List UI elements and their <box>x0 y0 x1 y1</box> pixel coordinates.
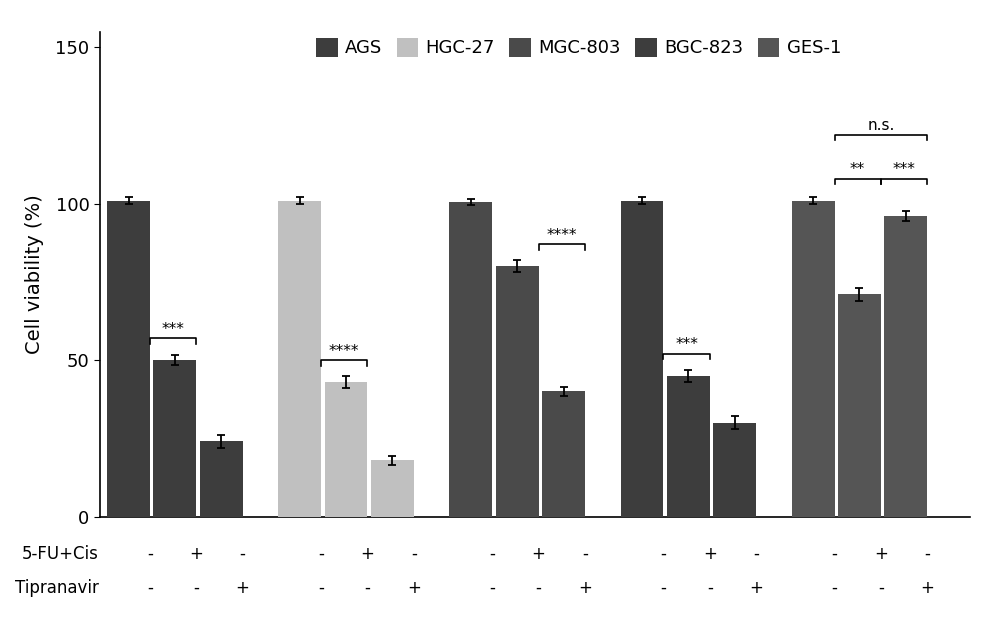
Text: -: - <box>364 579 370 597</box>
Text: +: + <box>236 579 250 597</box>
Bar <box>325 382 367 517</box>
Text: -: - <box>411 545 417 563</box>
Text: **: ** <box>850 162 865 177</box>
Text: ***: *** <box>893 162 915 177</box>
Text: -: - <box>878 579 884 597</box>
Y-axis label: Cell viability (%): Cell viability (%) <box>25 194 44 354</box>
Text: -: - <box>489 545 495 563</box>
Text: -: - <box>660 545 666 563</box>
Bar <box>278 200 321 517</box>
Bar <box>449 202 492 517</box>
Text: ****: **** <box>546 228 577 243</box>
Text: +: + <box>189 545 203 563</box>
Text: Tipranavir: Tipranavir <box>15 579 99 597</box>
Text: -: - <box>147 545 153 563</box>
Bar <box>621 200 663 517</box>
Text: -: - <box>318 545 324 563</box>
Text: -: - <box>660 579 666 597</box>
Text: +: + <box>703 545 717 563</box>
Bar <box>792 200 835 517</box>
Text: -: - <box>707 579 713 597</box>
Bar <box>884 216 927 517</box>
Text: -: - <box>832 579 837 597</box>
Text: +: + <box>407 579 421 597</box>
Text: +: + <box>874 545 888 563</box>
Text: 5-FU+Cis: 5-FU+Cis <box>22 545 99 563</box>
Legend: AGS, HGC-27, MGC-803, BGC-823, GES-1: AGS, HGC-27, MGC-803, BGC-823, GES-1 <box>309 31 848 65</box>
Text: +: + <box>920 579 934 597</box>
Bar <box>542 391 585 517</box>
Bar <box>838 294 881 517</box>
Text: ***: *** <box>162 322 185 336</box>
Bar <box>200 442 243 517</box>
Text: +: + <box>360 545 374 563</box>
Bar <box>713 423 756 517</box>
Text: -: - <box>240 545 246 563</box>
Text: -: - <box>832 545 837 563</box>
Text: -: - <box>147 579 153 597</box>
Text: -: - <box>193 579 199 597</box>
Text: +: + <box>749 579 763 597</box>
Text: +: + <box>578 579 592 597</box>
Text: -: - <box>318 579 324 597</box>
Text: +: + <box>532 545 546 563</box>
Text: -: - <box>753 545 759 563</box>
Bar <box>496 266 539 517</box>
Text: ****: **** <box>329 343 359 358</box>
Text: -: - <box>536 579 542 597</box>
Text: n.s.: n.s. <box>867 118 895 133</box>
Bar <box>371 461 414 517</box>
Text: -: - <box>924 545 930 563</box>
Bar <box>153 360 196 517</box>
Text: -: - <box>489 579 495 597</box>
Bar <box>667 375 710 517</box>
Text: ***: *** <box>675 337 698 352</box>
Bar <box>107 200 150 517</box>
Text: -: - <box>582 545 588 563</box>
